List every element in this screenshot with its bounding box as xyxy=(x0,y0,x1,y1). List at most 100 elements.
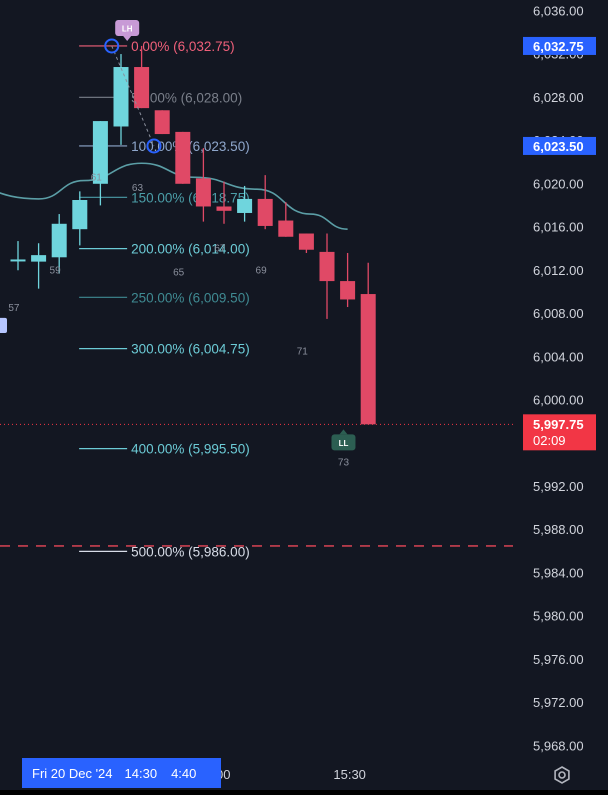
candle-body xyxy=(10,259,26,262)
bar-count-label: 69 xyxy=(256,265,268,276)
price-highlight-value: 6,032.75 xyxy=(533,39,584,54)
candle-bullish xyxy=(10,241,26,271)
crosshair-time-1: 14:30 xyxy=(124,765,158,781)
time-tick-label: 15:30 xyxy=(333,767,366,782)
pivot-text: LL xyxy=(339,439,349,448)
candle-bearish xyxy=(154,110,170,135)
price-tick-label: 5,988.00 xyxy=(533,522,584,537)
price-tick-label: 5,972.00 xyxy=(533,695,584,710)
pivot-labels: LH LL xyxy=(115,19,356,451)
price-tick-label: 5,968.00 xyxy=(533,738,584,753)
bar-count-label: 73 xyxy=(338,458,350,469)
candle-body xyxy=(237,198,253,213)
price-highlight-badge xyxy=(523,136,596,155)
pivot-badge xyxy=(331,434,356,451)
candle-body xyxy=(31,255,47,262)
candle-body xyxy=(134,67,150,109)
candle-body xyxy=(113,67,129,127)
fib-level-label: 400.00% (5,995.50) xyxy=(131,442,250,457)
price-tick-label: 5,984.00 xyxy=(533,565,584,580)
price-tick-label: 5,992.00 xyxy=(533,479,584,494)
candle-bearish xyxy=(340,252,356,308)
last-price-value: 5,997.75 xyxy=(533,417,584,432)
candle-bearish xyxy=(298,233,314,253)
pivot-label-lh: LH xyxy=(115,19,140,41)
candle-bullish xyxy=(51,214,67,274)
candle-bearish xyxy=(257,175,273,230)
pivot-pointer xyxy=(123,35,132,41)
fib-level-label: 500.00% (5,986.00) xyxy=(131,544,250,559)
pivot-label-ll: LL xyxy=(331,429,356,451)
pivot-badge xyxy=(115,19,140,36)
chart-settings-icon[interactable] xyxy=(552,765,572,785)
candle-bearish xyxy=(216,181,232,224)
candle-bullish xyxy=(113,54,129,145)
pivot-pointer xyxy=(339,429,348,435)
candle-body xyxy=(175,131,191,184)
candle-body xyxy=(340,281,356,300)
bar-count-label: 71 xyxy=(297,346,309,357)
price-tick-label: 6,008.00 xyxy=(533,306,584,321)
candle-body xyxy=(92,121,108,184)
candle-body xyxy=(154,110,170,135)
candle-body xyxy=(51,223,67,258)
candle-body xyxy=(298,233,314,250)
candle-body xyxy=(257,198,273,226)
bar-count-labels: 57 59 61 63 65 67 69 71 73 xyxy=(8,172,349,468)
fib-anchor-handle[interactable] xyxy=(146,138,162,154)
fib-extension-tool[interactable]: 0.00% (6,032.75) 50.00% (6,028.00) 100.00%… xyxy=(79,39,250,559)
bar-count-label: 67 xyxy=(214,244,226,255)
fib-anchor-handle[interactable] xyxy=(104,38,120,54)
candle-bearish xyxy=(278,202,294,237)
fib-anchor-points[interactable] xyxy=(104,38,162,154)
candle-body xyxy=(216,206,232,211)
fib-level-label: 300.00% (6,004.75) xyxy=(131,342,250,357)
price-tick-label: 6,004.00 xyxy=(533,349,584,364)
fib-trend-line[interactable] xyxy=(111,45,155,147)
candle-bearish xyxy=(319,233,335,319)
candle-body xyxy=(319,251,335,282)
bar-countdown: 02:09 xyxy=(533,433,566,448)
candle-bullish xyxy=(92,121,108,206)
price-tick-label: 6,020.00 xyxy=(533,176,584,191)
last-price-badge xyxy=(523,414,596,451)
candles xyxy=(0,45,376,425)
price-tick-label: 6,028.00 xyxy=(533,90,584,105)
crosshair-time-2: 4:40 xyxy=(171,765,197,781)
fib-level-label: 100.00% (6,023.50) xyxy=(131,139,250,154)
moving-average xyxy=(0,162,348,230)
fib-level-label: 0.00% (6,032.75) xyxy=(131,39,235,54)
price-tick-label: 6,012.00 xyxy=(533,263,584,278)
price-highlight-badge xyxy=(523,36,596,55)
candle-body xyxy=(360,294,376,425)
fib-level-label: 250.00% (6,009.50) xyxy=(131,290,250,305)
bar-count-label: 63 xyxy=(132,183,144,194)
candle-bearish xyxy=(134,45,150,109)
candle-bullish xyxy=(237,185,253,222)
price-tick-label: 5,980.00 xyxy=(533,609,584,624)
price-tick-label: 6,016.00 xyxy=(533,220,584,235)
crosshair-time-label: Fri 20 Dec '24 14:30 4:40 xyxy=(22,758,221,788)
candle-bullish xyxy=(31,243,47,289)
pivot-text: LH xyxy=(122,24,133,33)
price-axis-background xyxy=(513,0,608,790)
bar-count-label: 61 xyxy=(91,172,103,183)
candle-body xyxy=(72,200,88,230)
candle-partial xyxy=(0,317,7,333)
price-tick-label: 6,000.00 xyxy=(533,393,584,408)
price-tick-label: 5,976.00 xyxy=(533,652,584,667)
candle-bearish xyxy=(175,131,191,184)
price-tick-label: 6,036.00 xyxy=(533,3,584,18)
candle-bearish xyxy=(360,262,376,425)
price-highlight-value: 6,023.50 xyxy=(533,139,584,154)
candle-bearish xyxy=(195,148,211,222)
candle-body xyxy=(278,220,294,237)
candle-body xyxy=(195,178,211,207)
fib-level-label: 200.00% (6,014.00) xyxy=(131,242,250,257)
crosshair-date: Fri 20 Dec '24 xyxy=(32,765,113,781)
fib-level-label: 150.00% (6,018.75) xyxy=(131,190,250,205)
candle-bullish xyxy=(72,191,88,246)
